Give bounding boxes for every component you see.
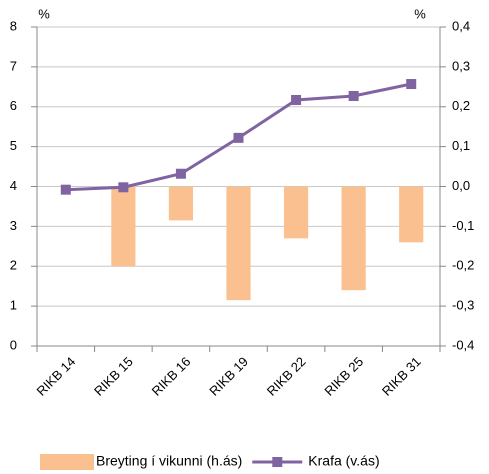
y-tick-label: 0 [10, 337, 17, 352]
legend-marker [272, 457, 283, 467]
y2-tick-label: -0,1 [452, 218, 474, 233]
line-marker [60, 184, 71, 195]
bar [399, 186, 424, 243]
y-tick-label: 1 [10, 298, 17, 313]
y-tick-label: 8 [10, 18, 17, 33]
y-axis-unit: % [38, 6, 50, 21]
y-tick-label: 2 [10, 258, 17, 273]
x-tick-label: RIKB 16 [149, 354, 194, 399]
bar [283, 186, 309, 239]
x-tick-label: RIKB 31 [379, 354, 424, 399]
legend-swatch [40, 454, 94, 470]
y-tick-label: 7 [10, 58, 17, 73]
y2-tick-label: 0,2 [452, 98, 470, 113]
y-tick-label: 4 [10, 178, 17, 193]
y-tick-label: 5 [10, 138, 17, 153]
bar [226, 186, 251, 301]
bar [168, 186, 194, 221]
x-tick-label: RIKB 22 [264, 354, 309, 399]
x-tick-label: RIKB 15 [91, 354, 136, 399]
x-tick-label: RIKB 14 [33, 354, 78, 399]
line-marker [175, 168, 186, 179]
bar [111, 186, 136, 267]
y2-tick-label: -0,2 [452, 258, 474, 273]
y2-tick-label: -0,4 [452, 337, 474, 352]
bar [341, 186, 366, 291]
y-tick-label: 6 [10, 98, 17, 113]
y-tick-label: 3 [10, 218, 17, 233]
legend-label: Krafa (v.ás) [308, 453, 379, 469]
line-marker [406, 79, 417, 90]
line-marker [348, 90, 359, 101]
line-marker [233, 132, 244, 143]
line-marker [118, 182, 129, 193]
y2-tick-label: -0,3 [452, 298, 474, 313]
legend-label: Breyting í vikunni (h.ás) [96, 453, 242, 469]
x-tick-label: RIKB 25 [321, 354, 366, 399]
y2-tick-label: 0,4 [452, 18, 470, 33]
line-marker [291, 94, 302, 105]
y2-tick-label: 0,1 [452, 138, 470, 153]
y2-tick-label: 0,3 [452, 58, 470, 73]
y2-axis-unit: % [414, 6, 426, 21]
y2-tick-label: 0,0 [452, 178, 470, 193]
x-tick-label: RIKB 19 [206, 354, 251, 399]
